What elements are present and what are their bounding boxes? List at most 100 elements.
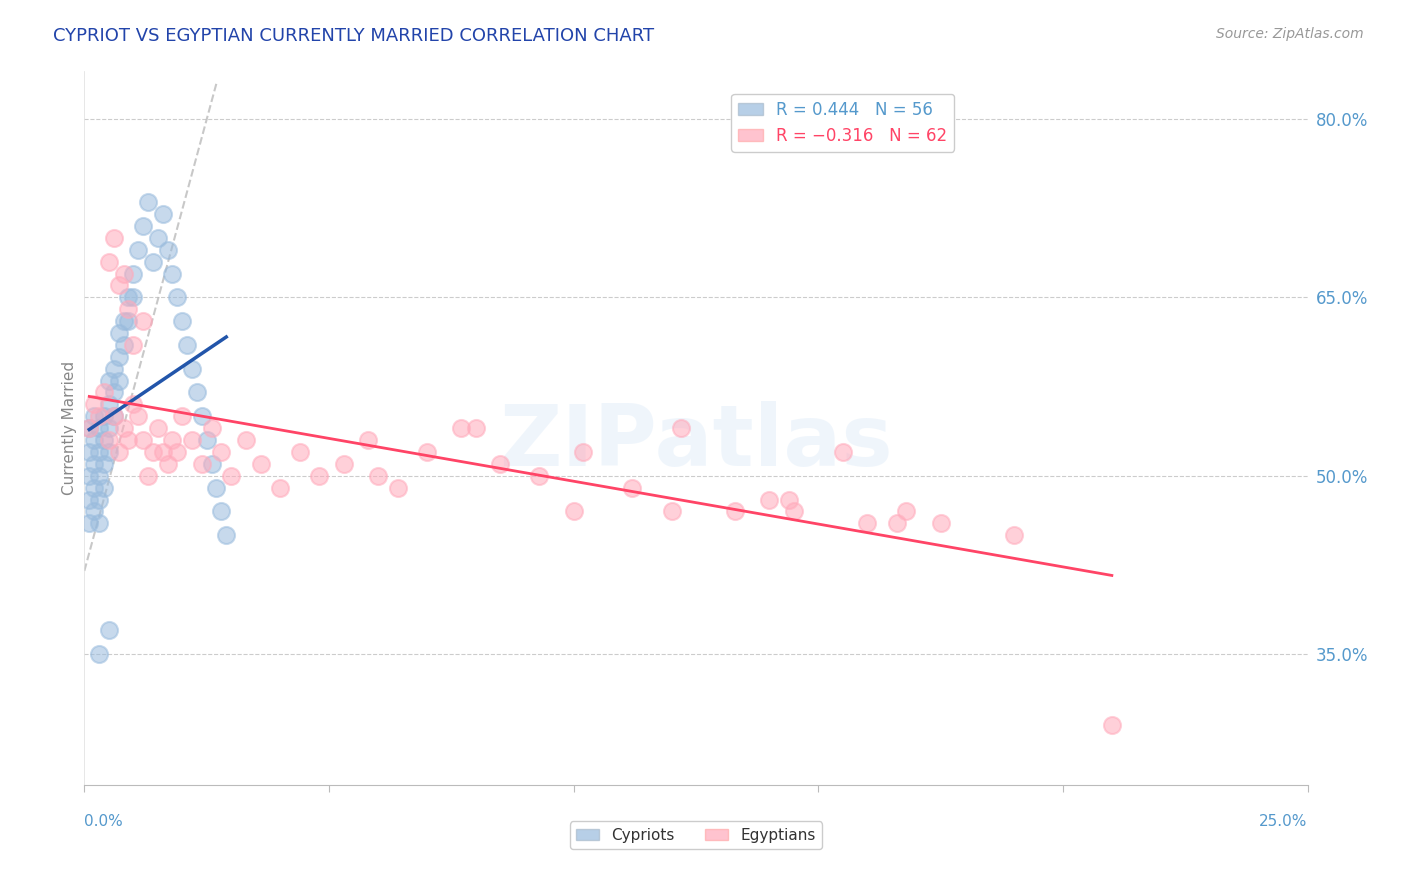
Point [671,421,693,435]
Point [122,338,145,352]
Point [107,326,129,340]
Point [367,468,389,483]
Point [152,445,174,459]
Point [93,481,115,495]
Point [332,457,354,471]
Point [132,219,155,233]
Point [209,504,232,518]
Point [103,409,125,424]
Point [87,445,110,459]
Text: Source: ZipAtlas.com: Source: ZipAtlas.com [1216,27,1364,41]
Point [122,267,145,281]
Point [200,457,222,471]
Point [93,433,115,447]
Point [856,516,879,531]
Point [929,516,952,531]
Point [156,243,179,257]
Point [831,445,853,459]
Point [387,481,409,495]
Text: 0.0%: 0.0% [84,814,124,829]
Point [195,433,218,447]
Point [117,302,139,317]
Point [758,492,780,507]
Point [142,445,165,459]
Point [191,409,214,424]
Point [661,504,683,518]
Point [191,457,214,471]
Point [103,231,125,245]
Point [93,409,115,424]
Text: 25.0%: 25.0% [1260,814,1308,829]
Point [117,290,139,304]
Point [166,290,188,304]
Point [107,350,129,364]
Point [77,421,100,435]
Point [97,421,120,435]
Point [200,421,222,435]
Point [77,516,100,531]
Point [132,433,155,447]
Point [529,468,551,483]
Point [269,481,291,495]
Point [219,468,242,483]
Point [235,433,257,447]
Point [77,468,100,483]
Point [172,314,194,328]
Point [77,492,100,507]
Point [357,433,380,447]
Point [83,397,105,411]
Point [83,433,105,447]
Point [181,361,204,376]
Point [93,385,115,400]
Point [103,361,125,376]
Point [172,409,194,424]
Point [886,516,908,531]
Point [93,457,115,471]
Point [112,314,135,328]
Point [83,504,105,518]
Point [215,528,238,542]
Point [97,624,120,638]
Point [136,468,159,483]
Point [142,254,165,268]
Point [87,468,110,483]
Point [97,445,120,459]
Y-axis label: Currently Married: Currently Married [62,361,77,495]
Point [136,195,159,210]
Point [112,267,135,281]
Point [162,267,184,281]
Text: CYPRIOT VS EGYPTIAN CURRENTLY MARRIED CORRELATION CHART: CYPRIOT VS EGYPTIAN CURRENTLY MARRIED CO… [53,27,655,45]
Point [87,647,110,661]
Legend: Cypriots, Egyptians: Cypriots, Egyptians [569,822,823,848]
Point [308,468,330,483]
Point [181,433,204,447]
Point [97,433,120,447]
Point [117,314,139,328]
Text: ZIPatlas: ZIPatlas [499,401,893,484]
Point [572,445,595,459]
Point [464,421,486,435]
Point [146,421,169,435]
Point [152,207,174,221]
Point [97,254,120,268]
Point [83,457,105,471]
Point [249,457,271,471]
Point [489,457,512,471]
Point [117,433,139,447]
Point [122,290,145,304]
Point [132,314,155,328]
Point [103,409,125,424]
Point [122,397,145,411]
Point [97,374,120,388]
Point [127,409,149,424]
Point [156,457,179,471]
Point [77,421,100,435]
Point [450,421,472,435]
Point [783,504,806,518]
Point [205,481,228,495]
Point [146,231,169,245]
Point [87,421,110,435]
Point [1002,528,1025,542]
Point [896,504,918,518]
Point [1101,718,1123,732]
